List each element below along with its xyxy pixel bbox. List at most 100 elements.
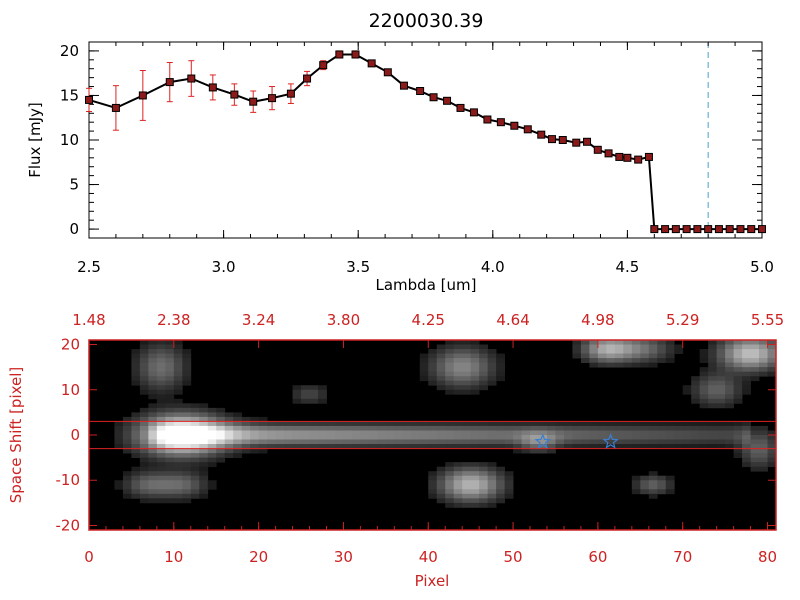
heatmap-cell xyxy=(521,425,531,431)
heatmap-cell xyxy=(767,430,777,436)
heatmap-cell xyxy=(716,380,726,386)
heatmap-cell xyxy=(597,362,607,368)
heatmap-cell xyxy=(606,435,616,440)
heatmap-cell xyxy=(623,340,633,345)
heatmap-cell xyxy=(699,371,709,377)
heatmap-cell xyxy=(156,439,166,445)
heatmap-cell xyxy=(453,489,463,495)
heatmap-cell xyxy=(309,421,319,427)
heatmap-cell xyxy=(623,358,633,364)
heatmap-cell xyxy=(284,439,293,445)
heatmap-cell xyxy=(530,444,539,449)
wavelength-tick-label: 5.29 xyxy=(666,311,699,329)
heatmap-cell xyxy=(496,471,505,477)
heatmap-cell xyxy=(301,435,310,440)
heatmap-cell xyxy=(479,425,489,431)
heatmap-cell xyxy=(733,358,743,364)
heatmap-cell xyxy=(199,421,209,427)
heatmap-cell xyxy=(148,430,158,436)
heatmap-cell xyxy=(275,421,285,427)
data-point xyxy=(429,93,438,102)
heatmap-cell xyxy=(606,344,616,350)
heatmap-cell xyxy=(445,380,455,386)
heatmap-cell xyxy=(470,358,480,364)
heatmap-cell xyxy=(496,376,505,382)
heatmap-cell xyxy=(318,385,327,391)
heatmap-cell xyxy=(156,403,166,409)
heatmap-cell xyxy=(479,498,489,504)
heatmap-cell xyxy=(165,344,175,350)
heatmap-cell xyxy=(521,444,531,449)
heatmap-cell xyxy=(513,425,522,431)
heatmap-cell xyxy=(156,444,166,449)
heatmap-cell xyxy=(623,344,633,350)
data-point xyxy=(456,103,465,112)
heatmap-cell xyxy=(462,421,472,427)
heatmap-cell xyxy=(402,425,412,431)
heatmap-cell xyxy=(284,430,293,436)
heatmap-cell xyxy=(682,439,692,445)
heatmap-cell xyxy=(572,353,582,359)
heatmap-cell xyxy=(190,493,200,499)
heatmap-cell xyxy=(631,362,641,368)
heatmap-cell xyxy=(504,439,514,445)
heatmap-cell xyxy=(156,367,166,373)
heatmap-cell xyxy=(733,439,743,445)
heatmap-cell xyxy=(750,444,760,449)
data-point xyxy=(644,152,653,161)
heatmap-cell xyxy=(708,403,718,409)
heatmap-cell xyxy=(725,362,734,368)
heatmap-cell xyxy=(716,435,726,440)
heatmap-cell xyxy=(156,471,166,477)
heatmap-cell xyxy=(301,425,310,431)
heatmap-cell xyxy=(199,466,209,472)
heatmap-cell xyxy=(733,453,743,459)
heatmap-cell xyxy=(479,462,489,468)
heatmap-cell xyxy=(716,421,726,427)
heatmap-cell xyxy=(453,493,463,499)
heatmap-cell xyxy=(436,353,446,359)
heatmap-cell xyxy=(750,367,760,373)
heatmap-cell xyxy=(767,349,777,354)
heatmap-cell xyxy=(487,435,497,440)
heatmap-cell xyxy=(148,385,158,391)
wavelength-tick-label: 4.98 xyxy=(581,311,614,329)
heatmap-cell xyxy=(487,480,497,486)
heatmap-cell xyxy=(742,371,751,377)
heatmap-cell xyxy=(691,389,701,395)
heatmap-cell xyxy=(665,349,675,354)
heatmap-cell xyxy=(139,466,149,472)
data-point xyxy=(268,94,277,103)
heatmap-cell xyxy=(428,435,438,440)
heatmap-cell xyxy=(343,435,353,440)
heatmap-cell xyxy=(725,349,734,354)
heatmap-cell xyxy=(428,349,438,354)
heatmap-cell xyxy=(173,430,183,436)
heatmap-cell xyxy=(292,439,302,445)
heatmap-cell xyxy=(589,362,599,368)
heatmap-cell xyxy=(547,448,556,454)
heatmap-cell xyxy=(156,385,166,391)
pixel-tick-label: 0 xyxy=(84,548,94,566)
heatmap-cell xyxy=(479,380,489,386)
heatmap-cell xyxy=(301,439,310,445)
heatmap-cell xyxy=(148,498,158,504)
heatmap-cell xyxy=(563,421,573,427)
heatmap-cell xyxy=(156,484,166,490)
heatmap-cell xyxy=(555,435,565,440)
heatmap-cell xyxy=(173,403,183,409)
heatmap-cell xyxy=(691,385,701,391)
heatmap-cell xyxy=(453,376,463,382)
x-axis-ticks: 2.5 3.0 3.5 4.0 4.5 5.0 xyxy=(77,42,774,276)
heatmap-cell xyxy=(216,448,226,454)
heatmap-cell xyxy=(182,407,192,413)
heatmap-cell xyxy=(165,421,175,427)
wavelength-tick-label: 3.24 xyxy=(242,311,275,329)
heatmap-cell xyxy=(759,430,768,436)
heatmap-cell xyxy=(122,439,132,445)
data-point xyxy=(399,81,408,90)
heatmap-cell xyxy=(173,484,183,490)
heatmap-cell xyxy=(148,340,158,345)
heatmap-cell xyxy=(216,444,226,449)
heatmap-cell xyxy=(750,453,760,459)
